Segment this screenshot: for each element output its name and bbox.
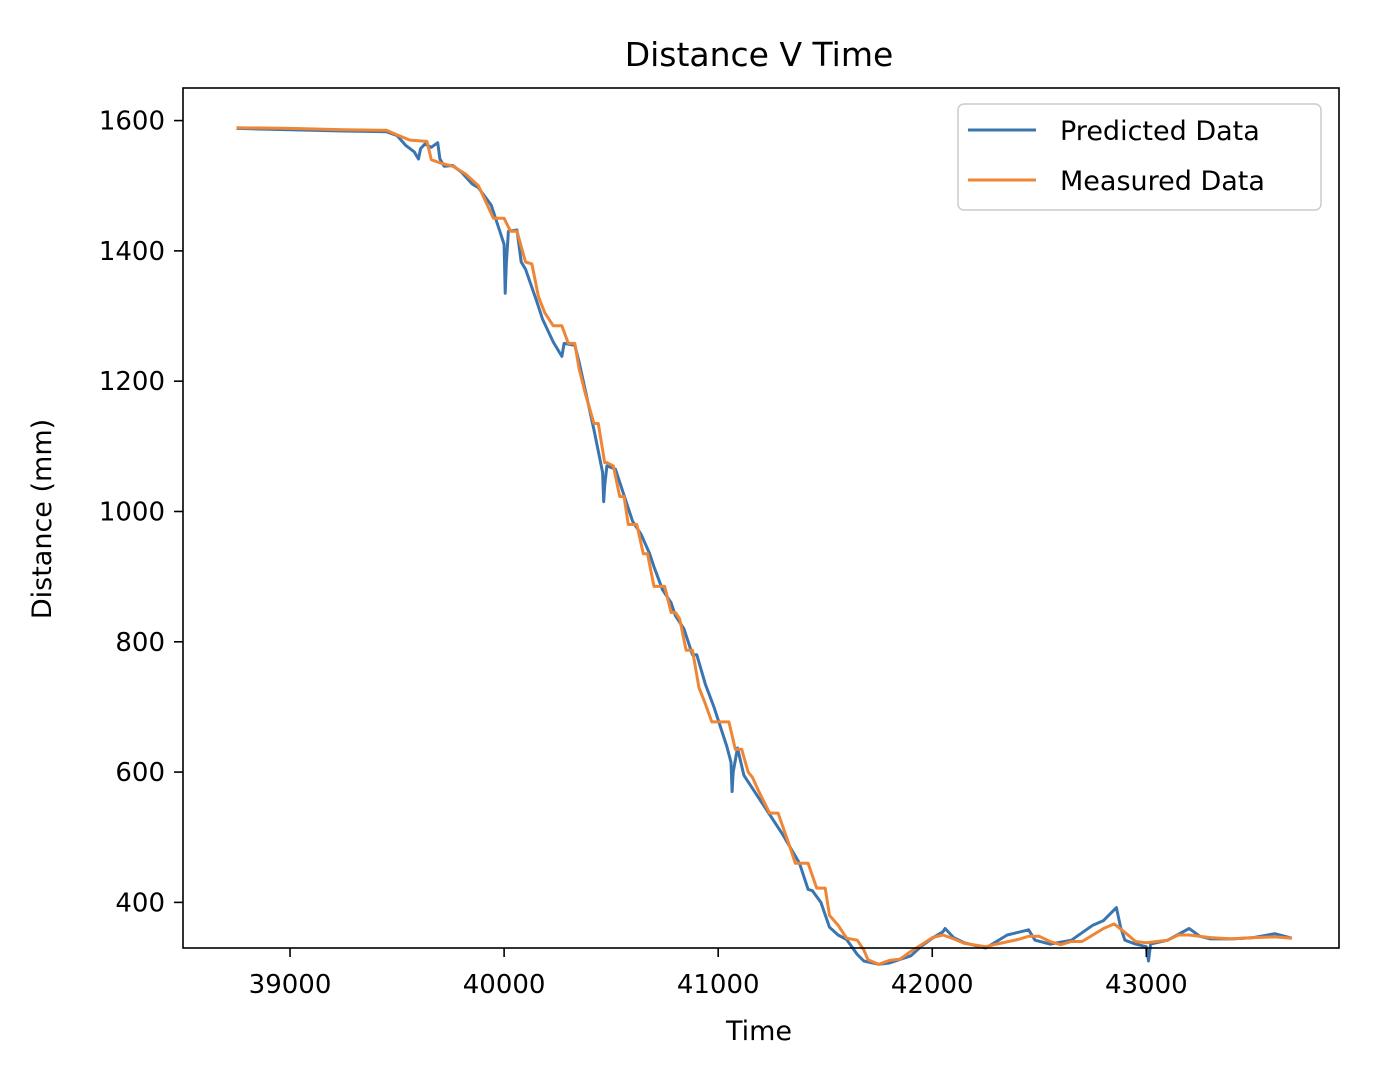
x-tick-label: 40000: [463, 970, 546, 1000]
series-line-measured: [236, 126, 1293, 966]
x-tick-label: 43000: [1105, 970, 1188, 1000]
x-tick-label: 42000: [891, 970, 974, 1000]
y-axis-label: Distance (mm): [27, 419, 58, 619]
y-tick-label: 600: [115, 758, 165, 788]
x-axis: 39000 40000 41000 42000 43000: [249, 948, 1188, 1000]
y-tick-label: 400: [115, 888, 165, 918]
y-tick-label: 1000: [99, 497, 165, 527]
y-axis: 400 600 800 1000 1200 1400 1600: [99, 107, 183, 918]
x-axis-label: Time: [725, 1016, 792, 1047]
legend: Predicted Data Measured Data: [957, 103, 1322, 211]
y-tick-label: 1200: [99, 367, 165, 397]
series-layer: [236, 126, 1293, 966]
x-tick-label: 41000: [677, 970, 760, 1000]
chart-title: Distance V Time: [625, 35, 894, 74]
plot-area-frame: [182, 87, 1340, 949]
y-tick-label: 1600: [99, 107, 165, 137]
legend-label-predicted: Predicted Data: [1060, 116, 1260, 147]
legend-box: [957, 103, 1322, 211]
x-tick-label: 39000: [249, 970, 332, 1000]
y-tick-label: 1400: [99, 237, 165, 267]
legend-label-measured: Measured Data: [1060, 166, 1265, 197]
y-tick-label: 800: [115, 628, 165, 658]
